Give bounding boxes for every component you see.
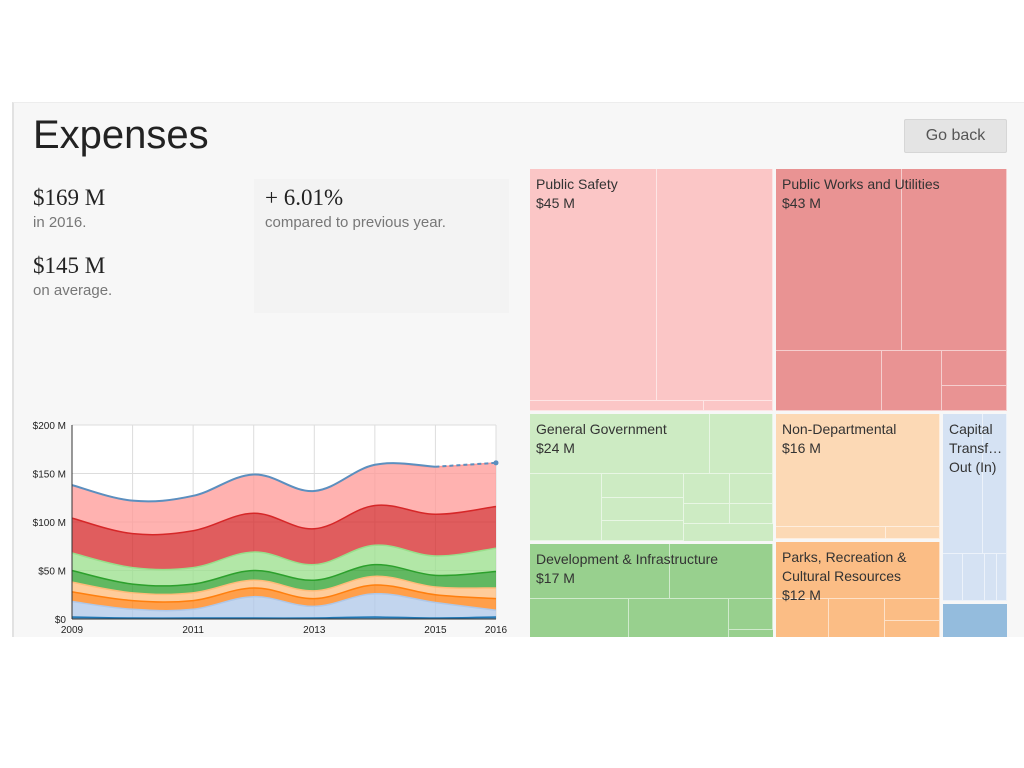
y-tick-label: $0	[55, 615, 67, 626]
area-series-7	[72, 462, 496, 535]
expenses-area-chart: $0 $50 M $100 M $150 M $200 M 2009 2011 2013 201…	[33, 421, 508, 636]
series-line-4	[71, 563, 497, 587]
treemap-label: Parks, Recreation & Cultural Resources	[782, 549, 907, 584]
y-tick-label: $150 M	[33, 470, 66, 481]
average-caption: on average.	[33, 282, 113, 299]
total-caption: in 2016.	[33, 214, 87, 231]
go-back-button[interactable]: Go back	[904, 119, 1007, 153]
treemap-tile-capital-transfers[interactable]: Capital Transf… Out (In)	[943, 414, 1007, 601]
projected-total-line	[435, 461, 497, 468]
treemap-value: $16 M	[782, 440, 821, 456]
series-line-2	[71, 584, 497, 603]
treemap-tile-non-departmental[interactable]: Non-Departmental $16 M	[776, 414, 940, 539]
series-line-6	[71, 504, 497, 536]
x-tick-label: 2009	[61, 625, 84, 636]
x-tick-label: 2016	[485, 625, 508, 636]
stat-background	[254, 179, 509, 313]
y-tick-label: $50 M	[38, 567, 66, 578]
treemap-tile-small-category[interactable]	[943, 604, 1007, 637]
series-line-5	[71, 544, 497, 571]
treemap-tile-parks-recreation[interactable]: Parks, Recreation & Cultural Resources $1…	[776, 542, 940, 637]
series-line-3	[71, 575, 497, 596]
treemap-value: $12 M	[782, 587, 821, 603]
x-tick-label: 2013	[303, 625, 326, 636]
area-series-3	[72, 576, 496, 603]
area-series-2	[72, 585, 496, 611]
treemap-tile-public-safety[interactable]: Public Safety $45 M	[530, 169, 773, 411]
change-caption: compared to previous year.	[265, 214, 446, 231]
x-tick-label: 2011	[182, 625, 204, 636]
treemap-value: $17 M	[536, 570, 575, 586]
treemap-tile-public-works[interactable]: Public Works and Utilities $43 M	[776, 169, 1007, 411]
treemap-label: Non-Departmental	[782, 421, 897, 437]
treemap-label: General Government	[536, 421, 667, 437]
treemap-value: $45 M	[536, 195, 575, 211]
change-value: + 6.01%	[265, 185, 344, 210]
treemap-tile-general-government[interactable]: General Government $24 M	[530, 414, 773, 541]
area-series-1	[72, 593, 496, 619]
treemap-value: $43 M	[782, 195, 821, 211]
x-tick-label: 2015	[424, 625, 447, 636]
series-line-1	[71, 593, 497, 612]
area-series-4	[72, 564, 496, 595]
page-title: Expenses	[33, 113, 209, 157]
treemap-value: $24 M	[536, 440, 575, 456]
treemap-label: Capital Transf… Out (In)	[949, 421, 1003, 475]
area-series-5	[72, 545, 496, 586]
average-value: $145 M	[33, 253, 106, 278]
total-value: $169 M	[33, 185, 106, 210]
treemap-label: Development & Infrastructure	[536, 551, 719, 567]
series-line-0	[71, 616, 497, 619]
area-series-6	[72, 505, 496, 570]
expenses-panel: Expenses Go back $169 M in 2016. + 6.01%…	[12, 102, 1024, 637]
projected-total-point	[493, 460, 499, 466]
treemap-label: Public Safety	[536, 176, 618, 192]
expenses-treemap: Public Safety $45 M Public Works and Util…	[530, 169, 1010, 637]
treemap-tile-development[interactable]: Development & Infrastructure $17 M	[530, 544, 773, 637]
y-tick-label: $100 M	[33, 518, 66, 529]
y-tick-label: $200 M	[33, 421, 66, 432]
treemap-label: Public Works and Utilities	[782, 176, 940, 192]
total-line	[71, 462, 436, 503]
